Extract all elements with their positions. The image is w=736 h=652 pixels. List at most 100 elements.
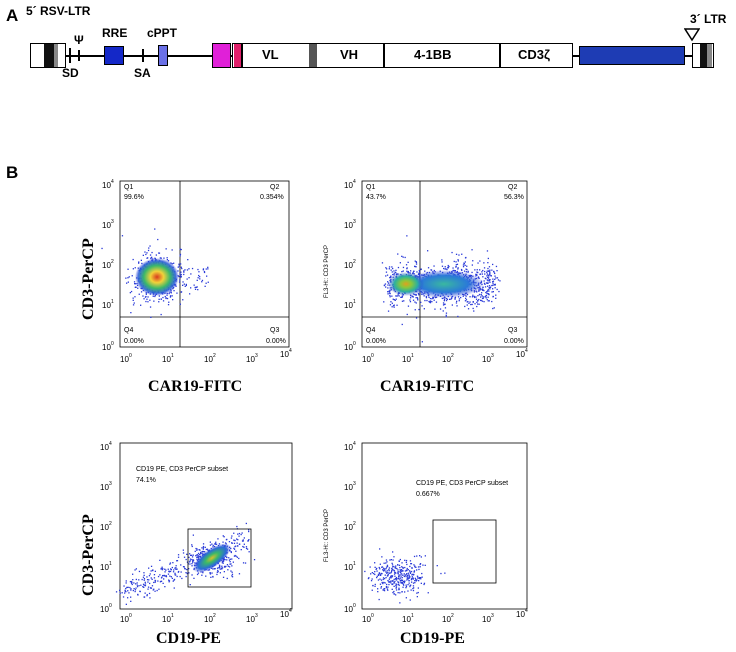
svg-text:2: 2 — [213, 353, 216, 359]
svg-text:10: 10 — [442, 615, 451, 624]
svg-text:10: 10 — [516, 350, 525, 359]
plot-1-ytitle: CD3-PerCP — [80, 238, 97, 320]
q4-label: Q4 — [366, 327, 376, 334]
svg-text:0: 0 — [371, 613, 374, 619]
ltr5-gray-block — [54, 44, 58, 67]
deletion-triangle-icon — [684, 28, 700, 42]
q4-value: 0.00% — [124, 338, 144, 345]
x-ticks: 10 0 10 1 10 2 10 3 10 4 — [362, 348, 528, 364]
svg-text:10: 10 — [120, 615, 129, 624]
svg-text:10: 10 — [344, 523, 353, 532]
svg-text:10: 10 — [344, 605, 353, 614]
svg-text:2: 2 — [353, 259, 356, 265]
sa-label: SA — [134, 66, 151, 80]
gate-name: CD19 PE, CD3 PerCP subset — [416, 480, 509, 487]
svg-text:0: 0 — [129, 613, 132, 619]
bb-cd3z-divider — [499, 44, 501, 67]
svg-text:10: 10 — [344, 343, 353, 352]
q2-value: 56.3% — [504, 194, 524, 201]
svg-text:10: 10 — [102, 181, 111, 190]
density-cluster — [135, 258, 179, 296]
svg-text:1: 1 — [171, 613, 174, 619]
inner-ylabel: FL3-H:: CD3 PerCP — [324, 244, 330, 298]
svg-text:10: 10 — [246, 355, 255, 364]
svg-text:2: 2 — [213, 613, 216, 619]
y-ticks: 10 0 10 1 10 2 10 3 10 4 — [100, 441, 112, 614]
q2-value: 0.354% — [260, 194, 284, 201]
svg-text:1: 1 — [109, 561, 112, 567]
svg-text:0: 0 — [353, 603, 356, 609]
svg-text:3: 3 — [353, 219, 356, 225]
svg-text:1: 1 — [411, 353, 414, 359]
svg-text:10: 10 — [516, 610, 525, 619]
svg-text:10: 10 — [344, 261, 353, 270]
panel-a-letter: A — [6, 6, 19, 25]
hinge-divider — [241, 44, 243, 67]
gate-name: CD19 PE, CD3 PerCP subset — [136, 466, 229, 473]
svg-text:4: 4 — [109, 441, 112, 447]
flow-plot-2: 10 0 10 1 10 2 10 3 10 4 Q1 43.7% Q2 56.3% Q3… — [324, 178, 536, 364]
svg-text:10: 10 — [100, 523, 109, 532]
density-cluster — [388, 272, 424, 296]
plot-1-xtitle: CAR19-FITC — [148, 378, 243, 395]
svg-text:10: 10 — [102, 221, 111, 230]
gate-box — [432, 519, 497, 584]
hinge-block — [234, 44, 241, 67]
rre-box — [104, 46, 124, 65]
svg-text:2: 2 — [451, 353, 454, 359]
sa-tick — [142, 49, 144, 62]
svg-text:1: 1 — [353, 561, 356, 567]
cppt-box — [158, 45, 168, 66]
svg-text:10: 10 — [102, 301, 111, 310]
q3-label: Q3 — [508, 327, 518, 334]
svg-text:10: 10 — [100, 605, 109, 614]
svg-text:3: 3 — [111, 219, 114, 225]
flow-plot-3-svg: 10 0 10 1 10 2 10 3 10 4 — [100, 441, 293, 614]
svg-text:2: 2 — [353, 521, 356, 527]
svg-text:10: 10 — [102, 343, 111, 352]
svg-text:4: 4 — [525, 608, 528, 614]
scatter-dots — [364, 548, 446, 604]
plot-3-xtitle: CD19-PE — [156, 630, 221, 647]
svg-text:2: 2 — [111, 259, 114, 265]
q4-value: 0.00% — [366, 338, 386, 345]
q1-value: 43.7% — [366, 194, 386, 201]
cd3z-label: CD3ζ — [518, 47, 550, 62]
svg-text:3: 3 — [255, 613, 258, 619]
ltr5-label: 5´ RSV-LTR — [26, 4, 91, 18]
flow-plot-1: 10 0 10 1 10 2 10 3 10 4 Q1 99.6% Q2 0.354% Q… — [100, 178, 300, 364]
bb-label: 4-1BB — [414, 47, 452, 62]
q4-label: Q4 — [124, 327, 134, 334]
svg-text:3: 3 — [491, 613, 494, 619]
svg-text:10: 10 — [344, 443, 353, 452]
psi-label: Ψ — [74, 33, 84, 47]
vl-label: VL — [262, 47, 279, 62]
q1-label: Q1 — [124, 184, 134, 191]
wpre-box — [579, 46, 685, 65]
inner-ylabel: FL3-H:: CD3 PerCP — [324, 508, 330, 562]
svg-text:10: 10 — [442, 355, 451, 364]
svg-text:0: 0 — [109, 603, 112, 609]
svg-text:2: 2 — [451, 613, 454, 619]
vh-bb-divider — [383, 44, 385, 67]
x-ticks: 10 0 10 1 10 2 10 3 10 4 — [120, 348, 292, 364]
svg-text:10: 10 — [100, 443, 109, 452]
q1-label: Q1 — [366, 184, 376, 191]
flow-plot-4-svg: 10 0 10 1 10 2 10 3 10 4 — [344, 441, 528, 614]
svg-text:10: 10 — [402, 355, 411, 364]
density-cluster — [193, 543, 231, 573]
vh-label: VH — [340, 47, 359, 62]
svg-text:10: 10 — [280, 350, 289, 359]
y-ticks: 10 0 10 1 10 2 10 3 10 4 — [344, 179, 356, 352]
svg-text:10: 10 — [482, 615, 491, 624]
q1-value: 99.6% — [124, 194, 144, 201]
car-block — [232, 43, 573, 68]
gate-value: 0.667% — [416, 491, 440, 498]
svg-text:10: 10 — [482, 355, 491, 364]
plot-frame — [119, 442, 293, 610]
svg-text:1: 1 — [171, 353, 174, 359]
svg-text:10: 10 — [280, 610, 289, 619]
svg-text:10: 10 — [344, 301, 353, 310]
svg-text:4: 4 — [353, 441, 356, 447]
vector-map: VL VH 4-1BB CD3ζ 5´ RSV-LTR Ψ SD RRE SA … — [0, 0, 736, 100]
